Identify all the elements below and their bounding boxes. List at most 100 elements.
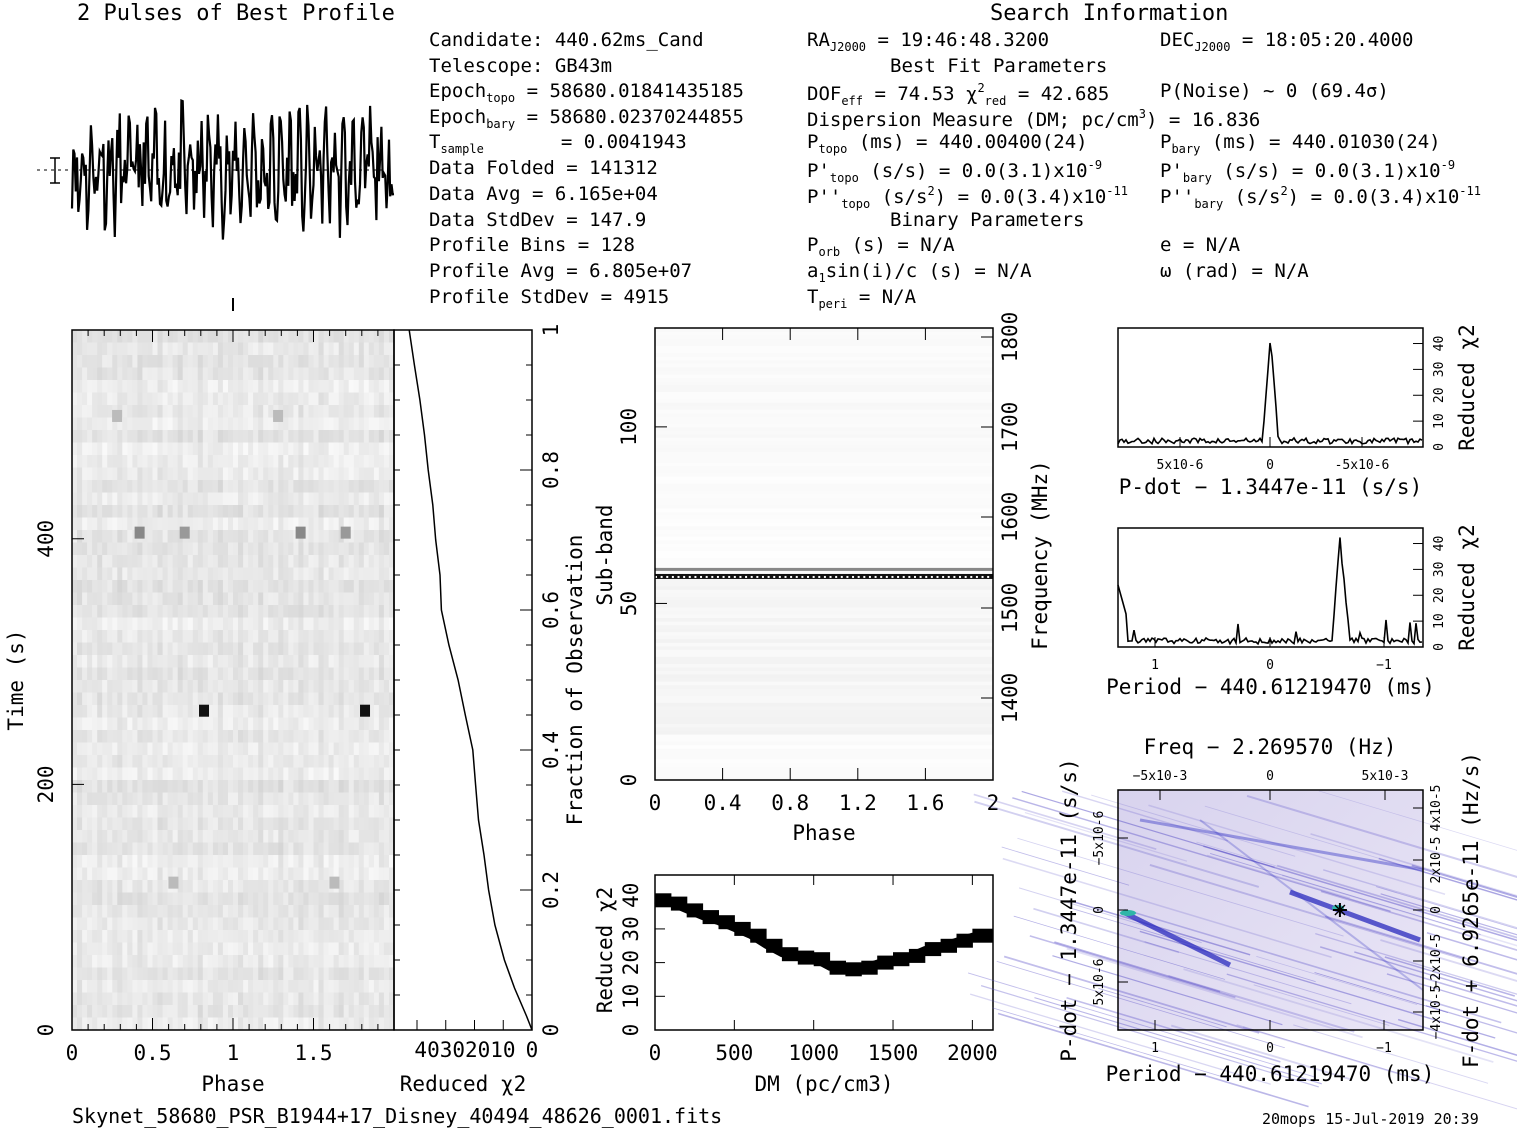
time-phase-cell	[152, 417, 158, 431]
time-phase-cell	[258, 530, 264, 543]
time-phase-cell	[117, 955, 123, 968]
time-phase-cell	[389, 467, 395, 481]
time-phase-cell	[182, 567, 189, 581]
time-phase-cell	[378, 930, 385, 943]
time-phase-cell	[167, 980, 174, 993]
time-phase-cell	[222, 330, 229, 343]
time-phase-cell	[288, 955, 294, 968]
time-phase-cell	[238, 442, 244, 456]
time-phase-cell	[378, 942, 385, 956]
time-phase-cell	[157, 442, 163, 456]
time-phase-cell	[77, 617, 83, 631]
time-phase-cell	[187, 642, 194, 656]
time-phase-cell	[243, 742, 249, 756]
time-phase-cell	[222, 992, 229, 1006]
time-phase-cell	[202, 692, 209, 706]
time-phase-cell	[373, 1017, 380, 1031]
time-phase-cell	[363, 592, 370, 606]
time-phase-cell	[283, 955, 289, 968]
time-phase-cell	[303, 342, 309, 356]
time-phase-cell	[378, 455, 385, 468]
time-phase-cell	[353, 530, 360, 543]
x-tick-label: 1500	[868, 1041, 919, 1065]
time-phase-cell	[112, 355, 118, 368]
time-phase-cell	[313, 355, 319, 368]
time-phase-cell	[323, 1017, 330, 1031]
time-phase-cell	[127, 717, 133, 731]
time-phase-cell	[363, 942, 370, 956]
time-phase-cell	[348, 417, 355, 431]
pp-streak	[1276, 864, 1517, 939]
subband-row	[655, 501, 993, 506]
subband-plot: 0 0.4 0.8 1.2 1.6 205010014001500160017001800…	[593, 312, 1052, 845]
search-info-title: Search Information	[990, 1, 1229, 26]
time-phase-cell	[248, 530, 254, 543]
subband-dash	[750, 575, 753, 578]
time-phase-cell	[207, 1005, 214, 1018]
time-phase-cell	[248, 1017, 254, 1031]
time-phase-cell	[243, 767, 249, 781]
time-phase-cell	[77, 430, 83, 443]
time-phase-cell	[233, 692, 239, 706]
time-phase-cell	[263, 330, 269, 343]
time-phase-cell	[228, 855, 234, 868]
time-phase-cell	[363, 717, 370, 731]
time-phase-cell	[253, 817, 259, 831]
subband-row	[655, 705, 993, 710]
pddot-bary-line: P''bary (s/s2) = 0.0(3.4)x10-11	[1160, 184, 1481, 211]
time-phase-cell	[147, 980, 153, 993]
time-phase-cell	[152, 1005, 158, 1018]
time-phase-cell	[167, 455, 174, 468]
time-phase-cell	[323, 505, 330, 518]
time-phase-cell	[358, 880, 365, 893]
time-phase-cell	[192, 630, 199, 643]
time-phase-cell	[172, 730, 179, 743]
time-phase-cell	[343, 592, 350, 606]
time-phase-cell	[147, 842, 153, 856]
dm-frame	[654, 874, 994, 1031]
time-phase-cell	[383, 880, 390, 893]
time-phase-cell	[268, 480, 274, 493]
time-phase-cell	[187, 880, 194, 893]
time-phase-cell	[389, 792, 395, 806]
time-phase-cell	[373, 330, 380, 343]
subband-dash	[840, 575, 843, 578]
subband-row	[655, 539, 993, 544]
time-phase-cell	[243, 417, 249, 431]
time-phase-cell	[182, 517, 189, 531]
time-phase-cell	[172, 842, 179, 856]
time-phase-cell	[303, 817, 309, 831]
time-phase-cell	[167, 1017, 174, 1031]
time-phase-cell	[187, 442, 194, 456]
time-phase-cell	[323, 392, 330, 406]
bright-spot	[360, 704, 371, 717]
time-phase-cell	[137, 380, 143, 393]
pp-streak	[1124, 908, 1502, 1024]
time-phase-cell	[313, 930, 319, 943]
time-phase-cell	[112, 567, 118, 581]
time-phase-cell	[283, 992, 289, 1006]
time-phase-cell	[162, 355, 169, 368]
time-phase-cell	[378, 705, 385, 718]
time-phase-cell	[137, 1017, 143, 1031]
time-phase-cell	[328, 805, 335, 818]
time-phase-cell	[82, 492, 88, 506]
time-phase-cell	[368, 442, 375, 456]
pp-streak	[1183, 968, 1494, 1063]
time-phase-cell	[97, 980, 103, 993]
time-phase-cell	[112, 367, 118, 381]
time-phase-cell	[378, 530, 385, 543]
time-phase-cell	[258, 430, 264, 443]
time-phase-cell	[212, 692, 219, 706]
time-phase-cell	[207, 417, 214, 431]
time-phase-cell	[273, 942, 279, 956]
y-axis-title: Reduced χ2	[1455, 524, 1479, 650]
time-phase-cell	[298, 505, 304, 518]
time-phase-cell	[182, 755, 189, 768]
time-phase-cell	[107, 855, 113, 868]
time-phase-cell	[283, 842, 289, 856]
time-phase-cell	[363, 580, 370, 593]
time-phase-cell	[122, 855, 128, 868]
time-phase-cell	[383, 567, 390, 581]
time-phase-cell	[92, 592, 98, 606]
